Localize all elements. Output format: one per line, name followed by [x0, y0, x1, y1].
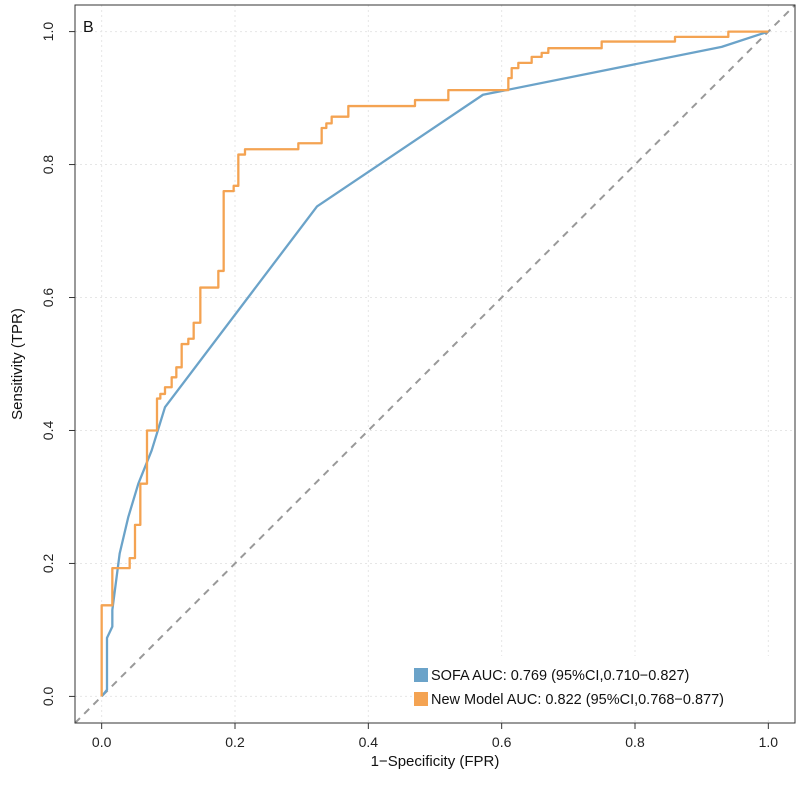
y-tick-label: 1.0 [40, 22, 56, 42]
y-tick-label: 0.6 [40, 288, 56, 308]
series-line-new-model [100, 30, 769, 697]
plot-frame [74, 4, 796, 724]
x-tick-label: 0.2 [225, 734, 245, 750]
x-axis-title: 1−Specificity (FPR) [371, 753, 500, 770]
y-axis-title: Sensitivity (TPR) [9, 308, 26, 420]
y-tick-label: 0.4 [40, 421, 56, 441]
legend-label: SOFA AUC: 0.769 (95%CI,0.710−0.827) [431, 668, 689, 684]
x-tick-label: 0.4 [359, 734, 379, 750]
x-tick-label: 0.6 [492, 734, 512, 750]
grid [75, 5, 795, 723]
reference-diagonal-line [74, 4, 796, 724]
legend-swatch [414, 692, 428, 706]
y-tick-label: 0.2 [40, 554, 56, 574]
legend-box [412, 656, 794, 717]
series-line-sofa [100, 30, 769, 698]
x-tick-label: 0.8 [625, 734, 645, 750]
y-tick-label: 0.0 [40, 686, 56, 706]
x-tick-label: 0.0 [92, 734, 112, 750]
legend: SOFA AUC: 0.769 (95%CI,0.710−0.827) New M… [412, 656, 794, 717]
panel-label: B [83, 19, 94, 36]
axes: 0.0 0.2 0.4 0.6 0.8 1.0 0.0 0.2 0.4 0.6 0.8 1.0 [40, 22, 778, 750]
x-tick-label: 1.0 [759, 734, 779, 750]
series-layer [100, 30, 769, 698]
legend-swatch [414, 668, 428, 682]
y-tick-label: 0.8 [40, 155, 56, 175]
legend-label: New Model AUC: 0.822 (95%CI,0.768−0.877) [431, 692, 724, 708]
